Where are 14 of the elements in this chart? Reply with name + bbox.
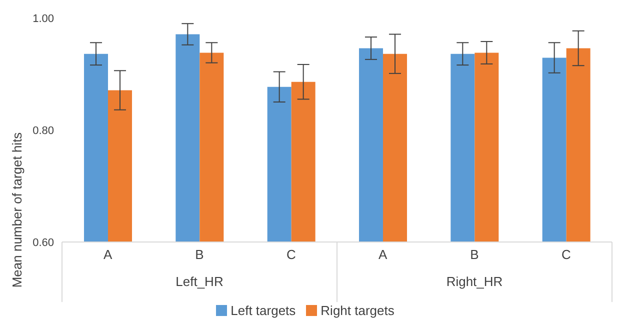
y-tick-label: 0.60 — [32, 236, 54, 249]
legend-label: Left targets — [230, 303, 296, 318]
y-tick-label: 0.80 — [32, 124, 54, 137]
y-tick-label: 1.00 — [32, 12, 54, 25]
y-axis-title: Mean number of target hits — [10, 132, 25, 288]
legend-label: Right targets — [320, 303, 394, 318]
x-tick-label: C — [561, 247, 571, 262]
x-tick-label: C — [286, 247, 296, 262]
x-tick-label: B — [470, 247, 479, 262]
x-tick-label: A — [103, 247, 112, 262]
x-tick-label: A — [378, 247, 388, 262]
text: Right_HR — [446, 274, 503, 289]
x-tick-label: B — [195, 247, 204, 262]
text: Left_HR — [176, 274, 224, 289]
